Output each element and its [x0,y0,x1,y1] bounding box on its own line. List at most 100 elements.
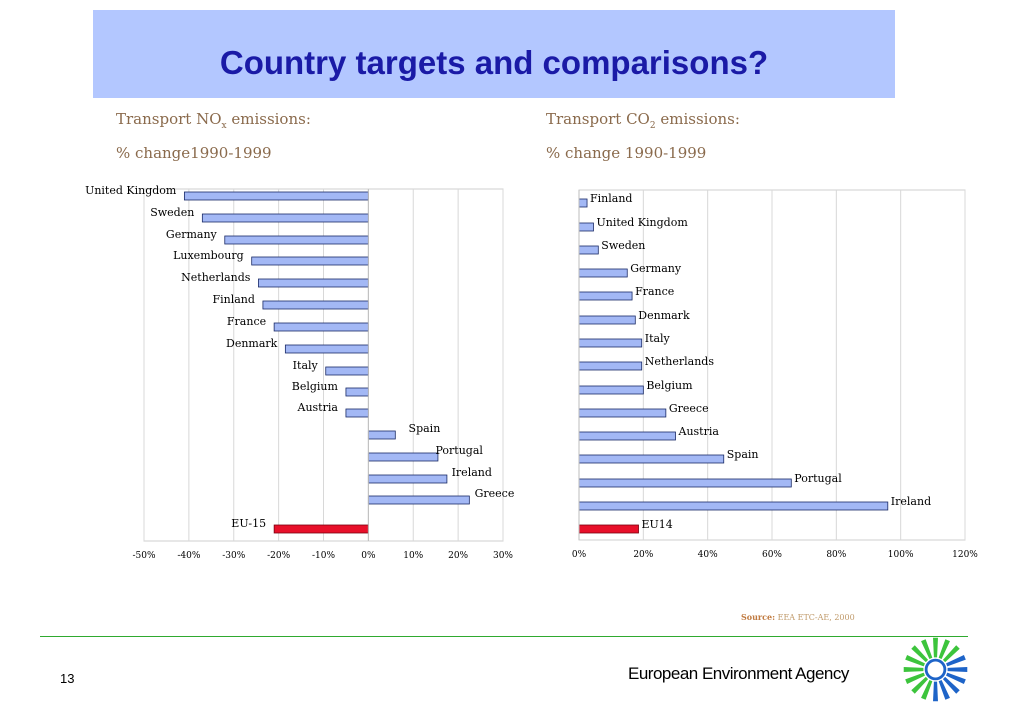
bar-spain [578,454,725,464]
category-label-united-kingdom: United Kingdom [596,216,688,229]
category-label-portugal: Portugal [435,444,483,457]
page-title: Country targets and comparisons? [219,44,769,81]
x-tick-label: -40% [177,551,200,561]
right-chart-subtitle: Transport CO2 emissions: % change 1990-1… [546,106,740,167]
category-label-austria: Austria [678,425,720,438]
logo-ray [942,645,960,663]
left-subtitle-line2: % change1990-1999 [116,144,272,162]
category-label-netherlands: Netherlands [645,355,715,368]
eea-logo-icon [903,637,968,702]
logo-ray [903,667,924,672]
x-tick-label: 100% [888,550,914,560]
category-label-finland: Finland [590,192,632,205]
category-label-netherlands: Netherlands [181,271,251,284]
bar-united-kingdom [578,222,594,232]
title-banner: Country targets and comparisons? [93,10,895,98]
bar-ireland [578,501,889,511]
logo-ray [933,637,938,658]
x-tick-label: 120% [952,550,978,560]
category-label-ireland: Ireland [452,466,492,479]
bar-germany [578,268,628,278]
category-label-portugal: Portugal [794,472,842,485]
category-label-ireland: Ireland [891,495,931,508]
left-subtitle-suffix: emissions: [226,110,311,128]
category-label-italy: Italy [645,332,671,345]
logo-ray [946,655,966,667]
x-tick-label: 0% [572,550,587,560]
x-tick-label: 40% [698,550,718,560]
category-label-italy: Italy [293,359,319,372]
right-subtitle-suffix: emissions: [655,110,740,128]
x-tick-label: -50% [132,551,155,561]
category-label-united-kingdom: United Kingdom [85,184,177,197]
logo-ray [942,676,960,694]
source-note: Source: EEA ETC-AE, 2000 [741,612,855,622]
right-subtitle-subscript: 2 [649,121,656,131]
category-label-sweden: Sweden [150,206,194,219]
category-label-spain: Spain [727,448,759,461]
logo-ray [921,680,933,700]
bar-finland [578,198,588,208]
category-label-belgium: Belgium [292,380,339,393]
category-label-denmark: Denmark [226,337,278,350]
category-label-spain: Spain [409,422,441,435]
category-label-germany: Germany [630,262,682,275]
logo-ray [933,681,938,702]
category-label-greece: Greece [475,487,515,500]
x-tick-label: 10% [403,551,423,561]
category-label-eu-15: EU-15 [231,517,266,530]
logo-ray [938,680,950,700]
x-tick-label: -10% [312,551,335,561]
x-tick-label: 20% [448,551,468,561]
logo-ray [905,655,925,667]
x-tick-label: -20% [267,551,290,561]
logo-ray [911,645,929,663]
x-tick-label: 30% [493,551,513,561]
logo-ray [905,672,925,684]
logo-ray [938,639,950,659]
category-label-germany: Germany [166,228,218,241]
x-tick-label: -30% [222,551,245,561]
category-label-belgium: Belgium [646,379,693,392]
logo-ring [924,658,947,681]
logo-ray [947,667,968,672]
category-label-sweden: Sweden [601,239,645,252]
category-label-luxembourg: Luxembourg [173,249,244,262]
category-label-eu14: EU14 [642,518,673,531]
right-subtitle-line2: % change 1990-1999 [546,144,707,162]
bar-portugal [578,478,792,488]
bar-denmark [578,315,636,325]
x-tick-label: 0% [361,551,376,561]
category-label-france: France [635,285,674,298]
footer-divider [40,636,968,637]
x-tick-label: 80% [826,550,846,560]
bar-eu14 [578,524,639,534]
category-label-france: France [227,315,266,328]
x-tick-label: 60% [762,550,782,560]
left-subtitle-subscript: x [221,121,227,131]
category-label-denmark: Denmark [638,309,690,322]
x-tick-label: 20% [633,550,653,560]
category-label-finland: Finland [212,293,254,306]
right-subtitle-prefix: Transport CO [546,110,650,128]
source-label: Source: [741,612,776,622]
bar-sweden [578,245,599,255]
logo-ray [946,672,966,684]
bar-greece [578,408,667,418]
bar-italy [578,338,643,348]
bar-netherlands [578,361,643,371]
bar-austria [578,431,676,441]
left-subtitle-prefix: Transport NO [116,110,222,128]
agency-name: European Environment Agency [628,664,849,683]
left-chart-subtitle: Transport NOx emissions: % change1990-19… [116,106,311,167]
source-text: EEA ETC-AE, 2000 [777,613,855,622]
category-label-austria: Austria [297,401,339,414]
bar-belgium [578,385,644,395]
bar-france [578,291,633,301]
category-label-greece: Greece [669,402,709,415]
page-number: 13 [60,671,75,686]
logo-ray [911,676,929,694]
logo-ray [921,639,933,659]
